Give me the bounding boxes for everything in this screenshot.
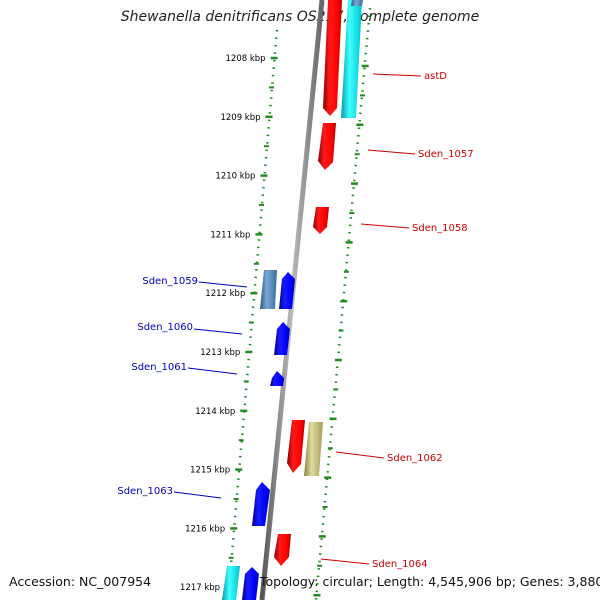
gene-Sden_1057-feature[interactable] xyxy=(318,123,336,170)
leader-Sden_1058 xyxy=(360,223,410,229)
cyan-feature[interactable] xyxy=(341,0,362,118)
ruler: 1208 kbp 1209 kbp 1210 kbp 1211 kbp 1212 kbp… xyxy=(180,7,372,600)
gene-Sden_1062-feature[interactable] xyxy=(287,420,305,473)
leader-Sden_1064 xyxy=(320,558,370,565)
gene-features xyxy=(222,0,363,600)
gene-label-Sden_1058[interactable]: Sden_1058 xyxy=(412,223,468,234)
genome-summary-text: Topology: circular; Length: 4,545,906 bp… xyxy=(260,574,600,589)
ruler-outer-dotted-line xyxy=(314,7,372,600)
gene-Sden_1061-feature[interactable] xyxy=(270,371,284,386)
ruler-tick-label: 1214 kbp xyxy=(195,407,235,417)
gene-Sden_1058-feature[interactable] xyxy=(313,207,329,234)
leader-Sden_1059 xyxy=(198,281,248,288)
leader-astD xyxy=(372,73,422,77)
map-title: Shewanella denitrificans OS217, complete… xyxy=(120,9,480,25)
gene-Sden_1059-feature[interactable] xyxy=(260,270,277,309)
label-leader-lines xyxy=(173,73,422,565)
gene-label-Sden_1062[interactable]: Sden_1062 xyxy=(387,453,443,464)
khaki-feature[interactable] xyxy=(304,422,323,476)
gene-Sden_1060-feature[interactable] xyxy=(274,322,290,355)
gene-label-Sden_1059[interactable]: Sden_1059 xyxy=(142,276,198,287)
cyan-feature-bottom[interactable] xyxy=(222,566,240,600)
ruler-tick-label: 1208 kbp xyxy=(226,54,266,64)
accession-text: Accession: NC_007954 xyxy=(9,574,152,589)
ruler-tick-label: 1212 kbp xyxy=(205,289,245,299)
ruler-tick-label: 1213 kbp xyxy=(200,348,240,358)
ruler-inner-dotted-line xyxy=(226,29,279,600)
gene-Sden_1064-feature[interactable] xyxy=(274,534,291,566)
ruler-tick-label: 1210 kbp xyxy=(215,172,255,182)
gene-Sden_1063-feature[interactable] xyxy=(252,482,270,526)
ruler-tick-label: 1215 kbp xyxy=(190,466,230,476)
gene-astD-feature[interactable] xyxy=(323,0,342,116)
ruler-tick-label: 1217 kbp xyxy=(180,583,220,593)
steelblue-feature-top[interactable] xyxy=(351,0,363,6)
gene-label-Sden_1063[interactable]: Sden_1063 xyxy=(117,486,173,497)
gene-label-Sden_1060[interactable]: Sden_1060 xyxy=(137,322,193,333)
blue-feature-1212kbp[interactable] xyxy=(279,272,295,309)
blue-feature-bottom[interactable] xyxy=(242,567,259,600)
gene-label-Sden_1064[interactable]: Sden_1064 xyxy=(372,559,428,570)
leader-Sden_1057 xyxy=(367,149,416,155)
leader-Sden_1062 xyxy=(335,451,385,459)
leader-Sden_1063 xyxy=(173,491,222,499)
gene-labels: astD Sden_1057 Sden_1058 Sden_1059 Sden_… xyxy=(117,71,473,570)
gene-label-Sden_1061[interactable]: Sden_1061 xyxy=(131,362,187,373)
leader-Sden_1061 xyxy=(187,367,238,375)
ruler-tick-label: 1209 kbp xyxy=(220,113,260,123)
gene-label-Sden_1057[interactable]: Sden_1057 xyxy=(418,149,474,160)
ruler-tick-label: 1216 kbp xyxy=(185,524,225,534)
gene-label-astD[interactable]: astD xyxy=(424,71,447,82)
leader-Sden_1060 xyxy=(193,328,243,335)
ruler-tick-label: 1211 kbp xyxy=(210,230,250,240)
